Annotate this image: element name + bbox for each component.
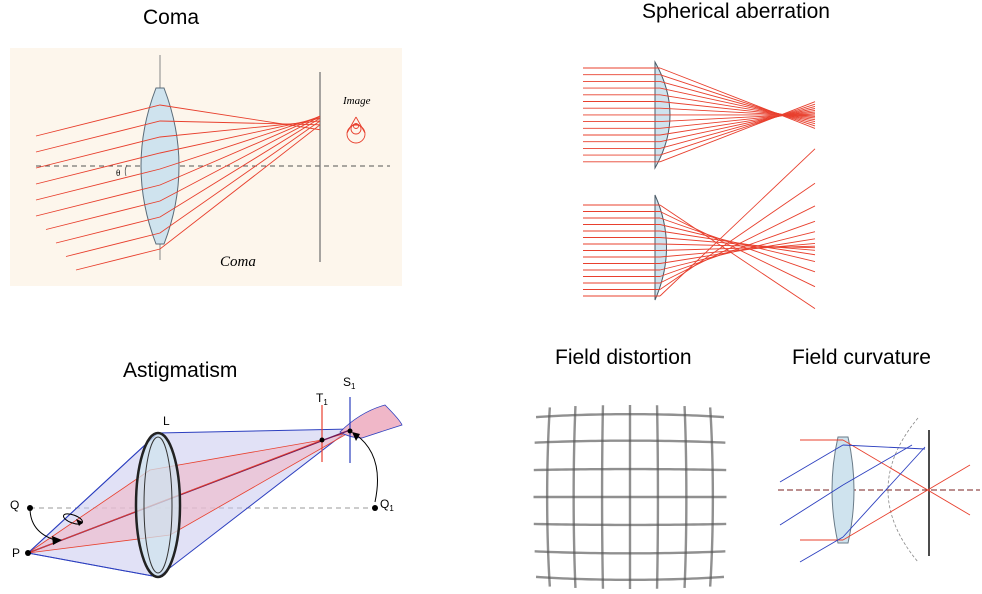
astig-lens xyxy=(134,431,182,579)
sph-bot-ray-out xyxy=(659,204,816,310)
grid-col xyxy=(708,407,715,587)
grid-col xyxy=(572,406,577,588)
point-q xyxy=(27,505,33,511)
coma-ray xyxy=(35,117,321,185)
coma-angle-arc xyxy=(124,164,128,177)
coma-caption: Coma xyxy=(220,254,256,270)
barrel-distortion-grid xyxy=(533,405,727,589)
sph-top-ray-out xyxy=(659,108,816,143)
sph-top-ray-out xyxy=(659,101,816,163)
curvature-petzval-surface xyxy=(887,417,919,563)
spherical-aberration-panel xyxy=(583,60,816,310)
astig-qp-arrow xyxy=(29,507,56,541)
astigmatism-title: Astigmatism xyxy=(123,359,238,382)
field-curvature-panel xyxy=(778,417,980,563)
coma-ray xyxy=(65,120,321,257)
label-q: Q xyxy=(10,498,19,512)
label-l: L xyxy=(163,414,170,428)
curvature-blue-rays xyxy=(779,444,926,563)
sph-bot-ray-out xyxy=(659,205,816,284)
field-distortion-panel xyxy=(533,405,727,589)
curvature-lens xyxy=(831,436,855,544)
point-p xyxy=(25,550,31,556)
sph-top-ray-out xyxy=(659,74,816,127)
sph-top-ray-out xyxy=(659,80,816,125)
coma-title: Coma xyxy=(143,6,200,29)
sph-bot-ray-out xyxy=(659,245,816,251)
coma-background xyxy=(10,48,402,286)
label-s1: S1 xyxy=(343,375,356,391)
coma-spot-diagram xyxy=(346,116,366,144)
sph-bot-ray-out xyxy=(659,230,816,256)
coma-ray xyxy=(55,117,321,244)
coma-ray xyxy=(35,115,321,217)
sph-top-ray-out xyxy=(659,103,816,156)
plano-convex-lens-bottom xyxy=(654,194,667,301)
grid-col xyxy=(655,405,660,589)
coma-ray xyxy=(35,120,321,169)
coma-rays xyxy=(35,104,321,271)
sph-top-ray-out xyxy=(659,105,816,149)
coma-lens xyxy=(140,87,180,245)
sph-bot-ray-out xyxy=(659,242,816,258)
grid-col xyxy=(683,406,688,588)
coma-panel: θ Image Coma xyxy=(10,48,402,286)
spherical-aberration-title: Spherical aberration xyxy=(642,0,830,23)
label-q1: Q1 xyxy=(380,497,394,513)
sph-bot-ray-out xyxy=(659,237,816,251)
sph-bot-ray-out xyxy=(659,148,816,297)
label-t1: T1 xyxy=(316,391,328,407)
coma-image-label: Image xyxy=(342,95,371,107)
spherical-top xyxy=(583,60,816,170)
grid-col xyxy=(545,407,552,587)
grid-col xyxy=(600,405,605,589)
astigmatism-panel: L T1 S1 Q P Q1 xyxy=(10,375,403,579)
field-distortion-title: Field distortion xyxy=(555,346,692,369)
sph-top-ray-out xyxy=(659,109,816,136)
astig-rotation-arrow xyxy=(354,433,378,503)
spherical-bottom-rays xyxy=(583,148,816,310)
field-curvature-title: Field curvature xyxy=(792,346,931,369)
spherical-bottom xyxy=(583,148,816,310)
coma-angle-label: θ xyxy=(116,168,120,178)
point-q1 xyxy=(372,505,378,511)
coma-ray xyxy=(75,124,321,271)
curvature-red-rays xyxy=(800,439,971,541)
coma-ray xyxy=(35,116,321,201)
coma-ray xyxy=(35,104,321,137)
sph-top-ray-out xyxy=(659,87,816,122)
sph-bot-ray-out xyxy=(659,231,816,271)
coma-ray xyxy=(35,120,321,153)
coma-ray xyxy=(45,116,321,230)
sph-bot-ray-out xyxy=(659,220,816,277)
spherical-top-rays xyxy=(583,67,816,163)
label-p: P xyxy=(12,546,20,560)
sph-top-ray-out xyxy=(659,67,816,129)
